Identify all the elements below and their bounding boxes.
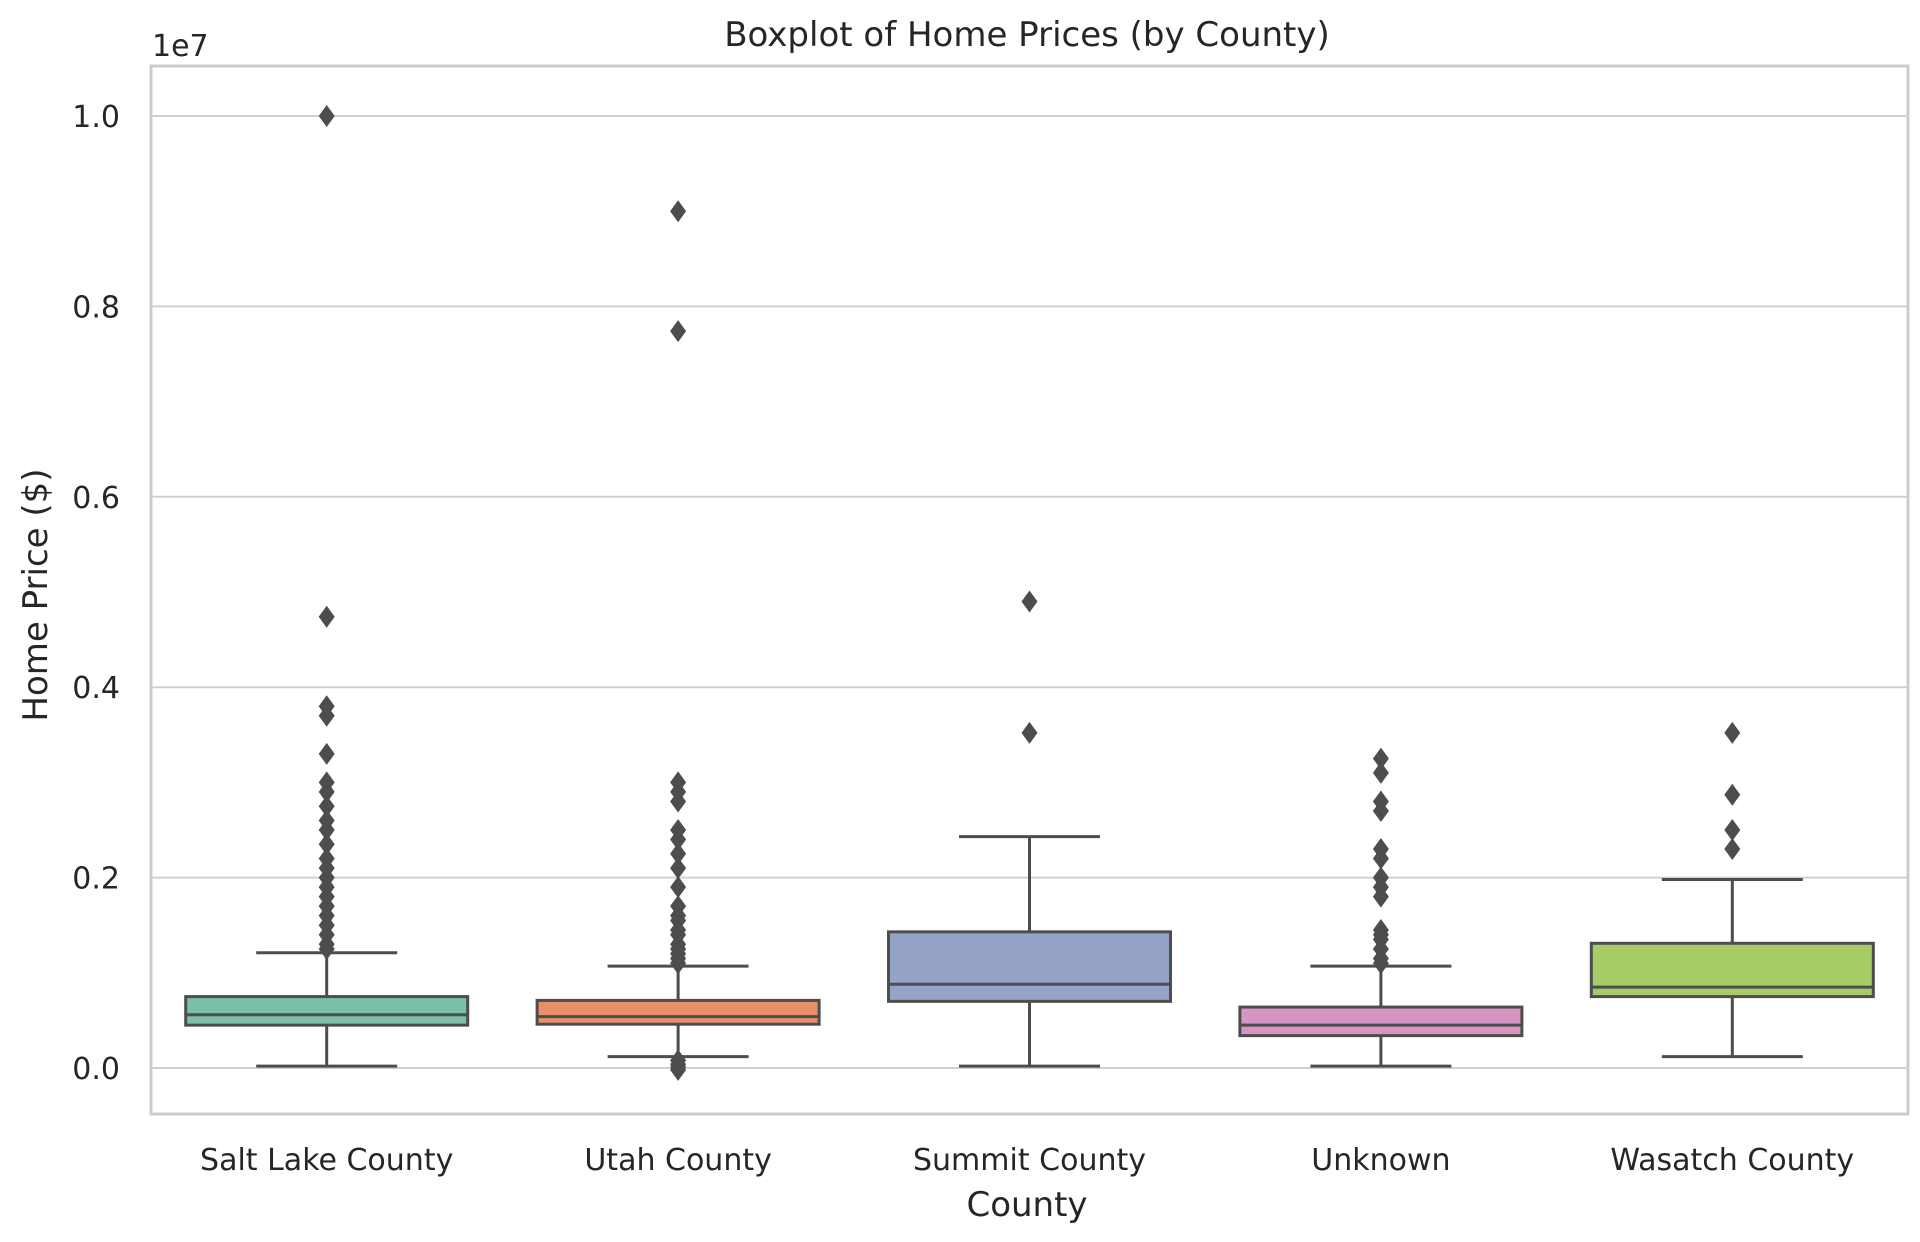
outlier-point xyxy=(1372,747,1389,770)
y-tick-label: 0.0 xyxy=(72,1052,120,1087)
outlier-point xyxy=(1724,819,1741,841)
outlier-point xyxy=(1724,783,1741,806)
x-tick-label: Summit County xyxy=(913,1143,1146,1178)
iqr-box xyxy=(535,998,821,1026)
x-axis-label: County xyxy=(966,1185,1087,1225)
outlier-point xyxy=(1372,847,1389,870)
iqr-box xyxy=(184,995,470,1027)
x-tick-label: Utah County xyxy=(584,1143,772,1178)
outlier-point xyxy=(670,1058,687,1081)
outlier-point xyxy=(670,952,687,975)
outlier-point xyxy=(318,819,335,841)
outlier-point xyxy=(318,938,335,960)
outlier-point xyxy=(1724,838,1741,861)
outlier-point xyxy=(670,857,687,880)
box-unknown: Unknown xyxy=(1238,747,1524,1178)
outlier-point xyxy=(318,704,335,727)
outlier-point xyxy=(1372,885,1389,908)
iqr-box xyxy=(1238,1005,1524,1038)
outlier-point xyxy=(670,790,687,813)
y-tick-label: 1.0 xyxy=(72,100,120,135)
chart-title: Boxplot of Home Prices (by County) xyxy=(724,15,1330,55)
outlier-point xyxy=(1021,590,1038,613)
x-tick-label: Wasatch County xyxy=(1610,1143,1854,1178)
box-summit-county: Summit County xyxy=(887,590,1172,1178)
outlier-point xyxy=(318,780,335,803)
x-tick-label: Salt Lake County xyxy=(200,1143,453,1178)
outlier-point xyxy=(318,742,335,765)
outlier-point xyxy=(1372,761,1389,784)
y-tick-label: 0.8 xyxy=(72,290,120,325)
iqr-box xyxy=(887,930,1172,1003)
outlier-point xyxy=(670,876,687,899)
outlier-point xyxy=(318,833,335,856)
iqr-box xyxy=(1589,941,1875,999)
outlier-point xyxy=(1372,799,1389,822)
outlier-point xyxy=(670,828,687,851)
box-wasatch-county: Wasatch County xyxy=(1589,721,1875,1178)
x-tick-label: Unknown xyxy=(1311,1143,1450,1178)
box-utah-county: Utah County xyxy=(535,200,821,1178)
plot-area: 0.0 0.2 0.4 0.6 0.8 1.0 Salt Lake County Utah C… xyxy=(72,64,1910,1178)
outlier-point xyxy=(318,795,335,818)
outlier-point xyxy=(670,320,687,343)
outlier-point xyxy=(1724,721,1741,744)
y-tick-label: 0.6 xyxy=(72,481,120,516)
y-axis-label: Home Price ($) xyxy=(16,468,56,721)
outlier-point xyxy=(1372,952,1389,975)
y-tick-label: 0.4 xyxy=(72,671,120,706)
outlier-point xyxy=(318,105,335,127)
outlier-point xyxy=(670,200,687,223)
outlier-point xyxy=(670,842,687,865)
y-tick-label: 0.2 xyxy=(72,862,120,897)
y-axis-offset-label: 1e7 xyxy=(152,29,209,64)
outlier-point xyxy=(1021,721,1038,744)
outlier-point xyxy=(318,605,335,628)
box-salt-lake-county: Salt Lake County xyxy=(184,105,470,1178)
